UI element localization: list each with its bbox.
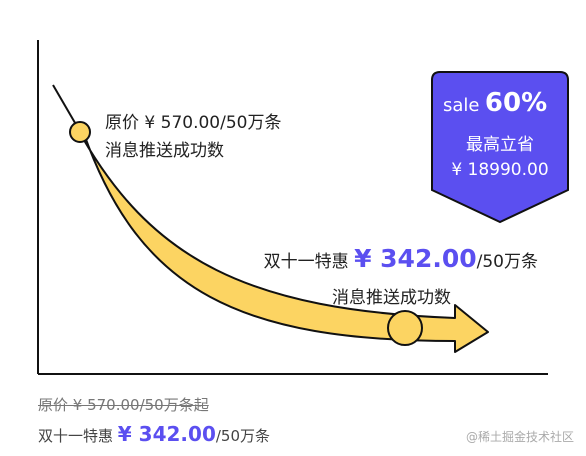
- curve-start: [52, 84, 79, 129]
- price-arrow: [75, 125, 489, 353]
- prefix: 双十一特惠: [263, 252, 349, 272]
- offer-price: 双十一特惠 ¥ 342.00/50万条: [38, 422, 270, 446]
- badge-title: sale 60%: [443, 88, 547, 118]
- prefix: 双十一特惠: [38, 427, 114, 445]
- badge-line: 最高立省: [466, 135, 534, 155]
- badge-label: sale: [443, 95, 480, 116]
- badge-amount: ¥ 18990.00: [451, 160, 549, 180]
- start-dot: [69, 121, 91, 143]
- watermark: @稀土掘金技术社区: [465, 430, 574, 444]
- callout-caption: 消息推送成功数: [105, 141, 224, 161]
- prefix: 原价: [105, 113, 139, 133]
- price: ¥ 342.00: [354, 244, 477, 273]
- unit: /50万条: [476, 252, 538, 272]
- price: ¥ 342.00: [117, 422, 216, 446]
- callout-price: 双十一特惠 ¥ 342.00/50万条: [264, 244, 538, 273]
- end-dot: [387, 310, 423, 346]
- callout-caption: 消息推送成功数: [332, 288, 451, 308]
- unit: /50万条: [215, 427, 271, 445]
- price: ¥ 570.00: [144, 113, 221, 133]
- unit: /50万条: [220, 113, 282, 133]
- sale-badge: [431, 71, 569, 224]
- badge-percent: 60%: [484, 88, 548, 118]
- original-price: 原价 ¥ 570.00/50万条起: [38, 396, 209, 414]
- callout-price: 原价 ¥ 570.00/50万条: [105, 108, 281, 133]
